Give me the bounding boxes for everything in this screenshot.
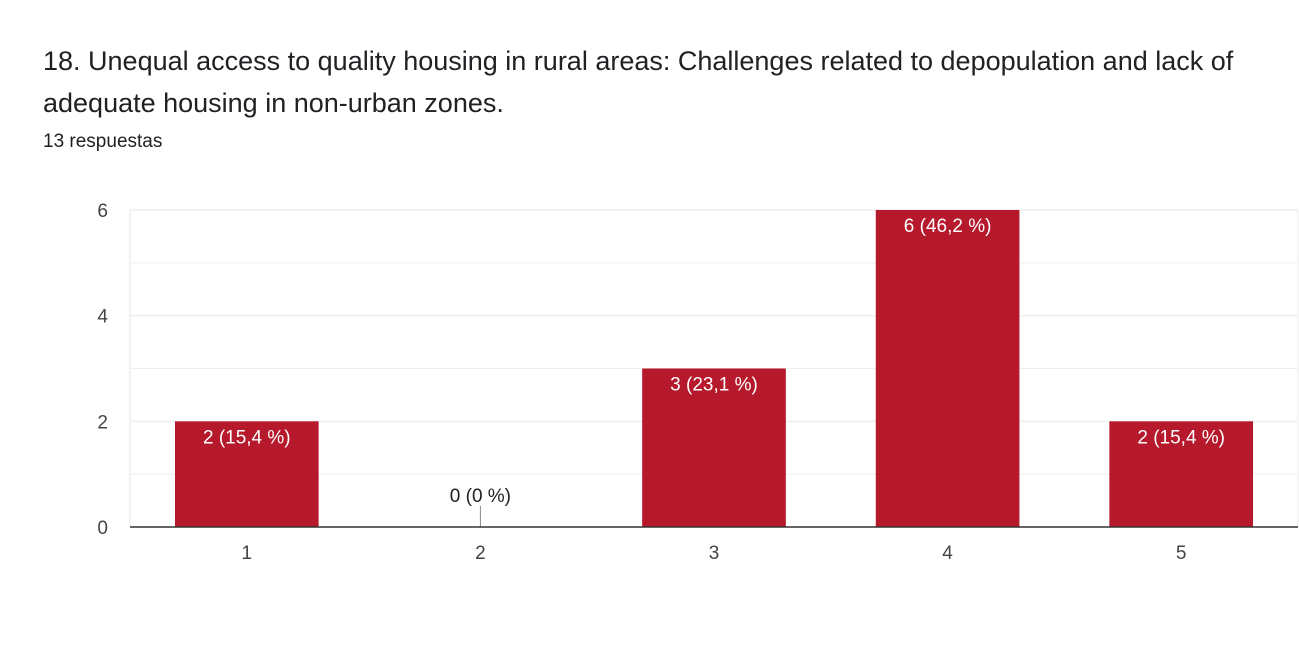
- data-label-1: 2 (15,4 %): [203, 427, 291, 448]
- bars: [174, 210, 1254, 527]
- x-tick-label-3: 3: [709, 543, 720, 564]
- data-label-5: 2 (15,4 %): [1137, 427, 1225, 448]
- x-tick-label-2: 2: [475, 543, 486, 564]
- x-tick-label-4: 4: [942, 543, 953, 564]
- data-label-2: 0 (0 %): [450, 486, 511, 507]
- data-labels: 2 (15,4 %) 0 (0 %) 3 (23,1 %) 6 (46,2 %) 2 (…: [203, 216, 1225, 507]
- question-title: 18. Unequal access to quality housing in…: [43, 46, 1234, 118]
- response-count: 13 respuestas: [43, 131, 163, 152]
- y-tick-label: 2: [97, 412, 108, 433]
- bar-5: [1109, 421, 1254, 527]
- bar-3: [642, 368, 786, 527]
- y-tick-label: 0: [97, 518, 108, 539]
- data-label-4: 6 (46,2 %): [904, 216, 992, 237]
- data-label-3: 3 (23,1 %): [670, 375, 758, 396]
- axes: 0 2 4 6 1 2 3 4 5: [97, 201, 1298, 564]
- y-tick-label: 6: [97, 201, 108, 222]
- bar-1: [174, 421, 319, 527]
- x-tick-label-5: 5: [1176, 543, 1187, 564]
- x-tick-label-1: 1: [242, 543, 253, 564]
- bar-4: [875, 210, 1020, 527]
- y-tick-label: 4: [97, 307, 108, 328]
